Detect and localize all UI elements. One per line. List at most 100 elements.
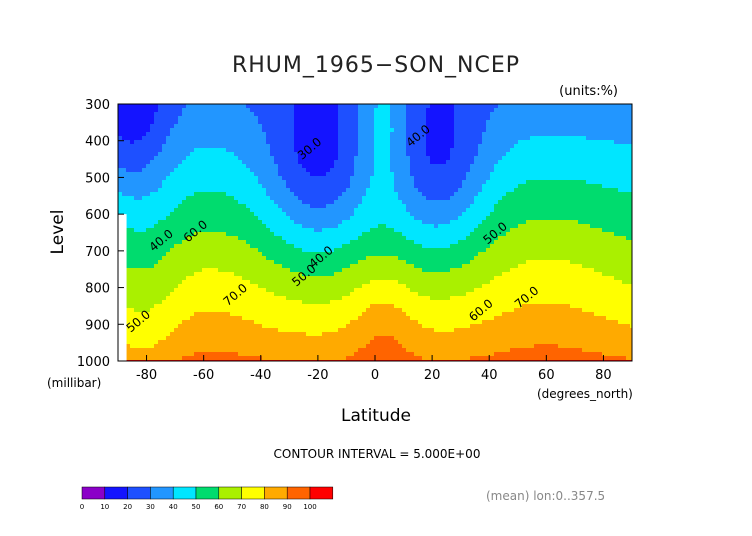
field-cell <box>578 240 583 245</box>
field-cell <box>518 192 523 197</box>
field-cell <box>522 244 527 249</box>
field-cell <box>278 224 283 229</box>
field-cell <box>134 144 139 149</box>
field-cell <box>170 136 175 141</box>
field-cell <box>346 132 351 137</box>
field-cell <box>254 132 259 137</box>
field-cell <box>282 184 287 189</box>
field-cell <box>414 152 419 157</box>
field-cell <box>382 212 387 217</box>
field-cell <box>582 136 587 141</box>
field-cell <box>218 156 223 161</box>
field-cell <box>578 172 583 177</box>
field-cell <box>410 108 415 113</box>
field-cell <box>466 160 471 165</box>
field-cell <box>462 216 467 221</box>
field-cell <box>546 196 551 201</box>
field-cell <box>310 208 315 213</box>
field-cell <box>294 236 299 241</box>
field-cell <box>294 168 299 173</box>
field-cell <box>434 224 439 229</box>
field-cell <box>358 212 363 217</box>
field-cell <box>126 140 131 145</box>
field-cell <box>410 176 415 181</box>
field-cell <box>218 196 223 201</box>
field-cell <box>538 204 543 209</box>
field-cell <box>350 144 355 149</box>
field-cell <box>426 104 431 109</box>
field-cell <box>334 152 339 157</box>
field-cell <box>378 136 383 141</box>
field-cell <box>130 220 135 225</box>
field-cell <box>290 216 295 221</box>
field-cell <box>590 196 595 201</box>
field-cell <box>246 192 251 197</box>
field-cell <box>482 204 487 209</box>
field-cell <box>226 148 231 153</box>
field-cell <box>618 148 623 153</box>
field-cell <box>578 104 583 109</box>
field-cell <box>466 164 471 169</box>
field-cell <box>626 108 631 113</box>
field-cell <box>358 192 363 197</box>
field-cell <box>618 108 623 113</box>
field-cell <box>590 176 595 181</box>
field-cell <box>206 148 211 153</box>
field-cell <box>494 164 499 169</box>
field-cell <box>518 224 523 229</box>
field-cell <box>390 228 395 233</box>
field-cell <box>514 240 519 245</box>
field-cell <box>246 200 251 205</box>
field-cell <box>450 228 455 233</box>
field-cell <box>310 168 315 173</box>
field-cell <box>254 236 259 241</box>
field-cell <box>138 184 143 189</box>
field-cell <box>434 176 439 181</box>
field-cell <box>310 240 315 245</box>
field-cell <box>466 192 471 197</box>
field-cell <box>406 256 411 261</box>
field-cell <box>302 112 307 117</box>
field-cell <box>422 240 427 245</box>
field-cell <box>234 224 239 229</box>
field-cell <box>558 108 563 113</box>
field-cell <box>562 244 567 249</box>
field-cell <box>454 128 459 133</box>
field-cell <box>466 256 471 261</box>
field-cell <box>274 212 279 217</box>
field-cell <box>482 212 487 217</box>
field-cell <box>430 248 435 253</box>
field-cell <box>502 116 507 121</box>
field-cell <box>414 176 419 181</box>
field-cell <box>330 244 335 249</box>
field-cell <box>570 240 575 245</box>
field-cell <box>410 148 415 153</box>
field-cell <box>394 240 399 245</box>
field-cell <box>330 136 335 141</box>
field-cell <box>578 216 583 221</box>
field-cell <box>538 188 543 193</box>
field-cell <box>434 188 439 193</box>
field-cell <box>138 228 143 233</box>
field-cell <box>514 228 519 233</box>
field-cell <box>554 184 559 189</box>
field-cell <box>238 132 243 137</box>
field-cell <box>466 240 471 245</box>
field-cell <box>198 248 203 253</box>
field-cell <box>630 164 632 169</box>
field-cell <box>298 240 303 245</box>
field-cell <box>618 168 623 173</box>
field-cell <box>314 176 319 181</box>
field-cell <box>342 176 347 181</box>
field-cell <box>622 252 627 257</box>
field-cell <box>358 128 363 133</box>
field-cell <box>406 248 411 253</box>
field-cell <box>150 176 155 181</box>
field-cell <box>426 200 431 205</box>
field-cell <box>394 204 399 209</box>
field-cell <box>162 232 167 237</box>
field-cell <box>526 208 531 213</box>
field-cell <box>574 148 579 153</box>
field-cell <box>462 200 467 205</box>
field-cell <box>514 156 519 161</box>
